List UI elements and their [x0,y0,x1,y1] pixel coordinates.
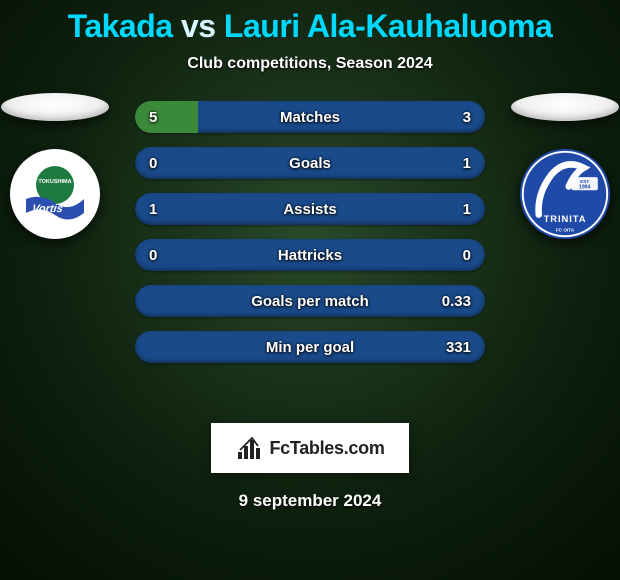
stat-label: Goals per match [251,293,369,310]
stat-row: 0 Hattricks 0 [135,239,485,271]
svg-text:FC OITA: FC OITA [556,228,575,233]
stat-value-right: 0.33 [442,293,471,310]
title-player2: Lauri Ala-Kauhaluoma [224,8,552,44]
stat-value-left: 0 [149,247,157,264]
stat-label: Matches [280,109,340,126]
trinita-badge-icon: EST 1994 TRINITA FC OITA [520,149,610,239]
stats-list: 5 Matches 3 0 Goals 1 1 Assists 1 0 Hattricks 0 Goal… [135,101,485,363]
stat-row: 1 Assists 1 [135,193,485,225]
stat-value-left: 0 [149,155,157,172]
stat-value-left: 5 [149,109,157,126]
player-right-column: EST 1994 TRINITA FC OITA [510,93,620,239]
stat-label: Hattricks [278,247,342,264]
branding-banner: FcTables.com [211,423,409,473]
stat-value-right: 0 [463,247,471,264]
subtitle: Club competitions, Season 2024 [0,55,620,73]
player-left-column: TOKUSHIMA Vortis [0,93,110,239]
stat-row: Min per goal 331 [135,331,485,363]
svg-text:TRINITA: TRINITA [544,214,587,224]
branding-text: FcTables.com [269,438,384,459]
vortis-badge-icon: TOKUSHIMA Vortis [16,155,94,233]
stat-value-right: 331 [446,339,471,356]
title-player1: Takada [68,8,173,44]
player-right-club-badge: EST 1994 TRINITA FC OITA [520,149,610,239]
svg-text:1994: 1994 [579,184,591,190]
stat-label: Min per goal [266,339,354,356]
player-left-club-badge: TOKUSHIMA Vortis [10,149,100,239]
comparison-zone: TOKUSHIMA Vortis EST [0,101,620,401]
stat-label: Goals [289,155,331,172]
stat-label: Assists [283,201,336,218]
player-left-head-placeholder [1,93,109,121]
page-title: Takada vs Lauri Ala-Kauhaluoma [0,0,620,45]
stat-fill-left [135,101,198,133]
svg-text:EST: EST [580,179,589,184]
fctables-logo-icon [235,434,263,462]
title-vs: vs [173,8,224,44]
date-text: 9 september 2024 [0,491,620,511]
stat-value-right: 3 [463,109,471,126]
stat-row: Goals per match 0.33 [135,285,485,317]
stat-value-left: 1 [149,201,157,218]
svg-text:TOKUSHIMA: TOKUSHIMA [38,179,71,185]
content-root: Takada vs Lauri Ala-Kauhaluoma Club comp… [0,0,620,580]
stat-value-right: 1 [463,201,471,218]
svg-text:Vortis: Vortis [31,203,63,215]
stat-row: 0 Goals 1 [135,147,485,179]
player-right-head-placeholder [511,93,619,121]
stat-row: 5 Matches 3 [135,101,485,133]
stat-value-right: 1 [463,155,471,172]
